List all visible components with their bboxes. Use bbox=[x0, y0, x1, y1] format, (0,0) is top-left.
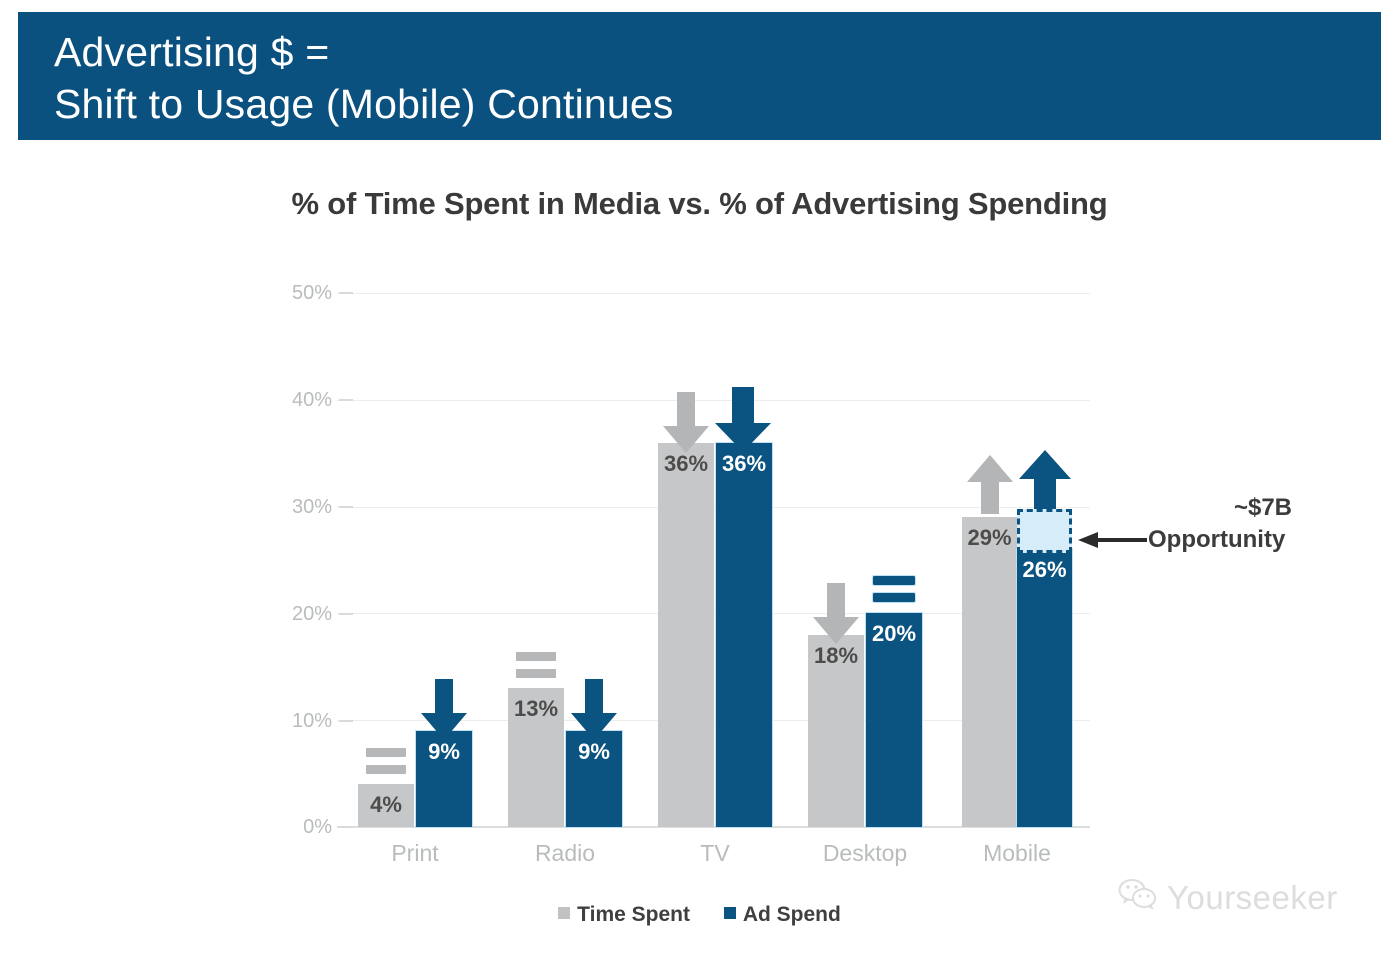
bar-label-radio-ad-spend: 9% bbox=[578, 739, 610, 764]
bar-label-mobile-ad-spend: 26% bbox=[1022, 557, 1067, 582]
y-tick-dash-40 bbox=[339, 399, 353, 401]
trend-equal-desktop-ad-spend bbox=[872, 575, 916, 603]
header-title-line-2: Shift to Usage (Mobile) Continues bbox=[54, 81, 674, 127]
x-axis-label-radio: Radio bbox=[534, 840, 596, 866]
arrow-left-icon bbox=[1078, 532, 1147, 548]
arrow-down-icon bbox=[571, 679, 617, 740]
wechat-icon-glyph bbox=[1118, 879, 1156, 910]
y-tick-dash-30 bbox=[339, 506, 353, 508]
bar-label-print-time-spent: 4% bbox=[370, 792, 402, 817]
wechat-icon bbox=[1118, 878, 1158, 917]
trend-down-arrow-print-ad-spend bbox=[420, 679, 468, 741]
axis-baseline bbox=[337, 826, 1090, 828]
arrow-down-icon bbox=[421, 679, 467, 740]
bar-label-desktop-ad-spend: 20% bbox=[871, 621, 917, 646]
trend-equal-print-time-spent bbox=[366, 748, 406, 774]
arrow-up-icon bbox=[1019, 450, 1071, 513]
bar-radio-ad-spend[interactable]: 9% bbox=[565, 730, 623, 828]
opportunity-callout: ~$7B Opportunity bbox=[1148, 492, 1378, 556]
bar-desktop-ad-spend[interactable]: 20% bbox=[865, 612, 923, 828]
bar-label-radio-time-spent: 13% bbox=[513, 696, 559, 721]
legend-item-ad-spend[interactable]: Ad Spend bbox=[723, 903, 841, 927]
y-tick-label-20: 20% bbox=[291, 603, 332, 625]
legend-item-time-spent[interactable]: Time Spent bbox=[558, 903, 690, 927]
y-tick-dash-10 bbox=[339, 720, 353, 722]
bar-tv-ad-spend[interactable]: 36% bbox=[715, 442, 773, 828]
opportunity-callout-arrow bbox=[1078, 532, 1148, 548]
bar-label-tv-ad-spend: 36% bbox=[721, 451, 767, 476]
arrow-down-icon bbox=[715, 387, 771, 452]
chart-legend: Time Spent Ad Spend bbox=[0, 903, 1399, 927]
trend-down-arrow-tv-time-spent bbox=[662, 392, 710, 454]
opportunity-gap-box[interactable] bbox=[1017, 509, 1072, 553]
watermark: Yourseeker bbox=[1118, 878, 1338, 917]
bar-label-mobile-time-spent: 29% bbox=[967, 525, 1012, 550]
trend-down-arrow-radio-ad-spend bbox=[570, 679, 618, 741]
trend-down-arrow-tv-ad-spend bbox=[714, 387, 772, 453]
bar-label-print-ad-spend: 9% bbox=[428, 739, 460, 764]
trend-down-arrow-desktop-time-spent bbox=[812, 583, 860, 645]
legend-swatch-time-spent bbox=[558, 907, 571, 920]
y-tick-label-50: 50% bbox=[291, 282, 332, 304]
legend-swatch-ad-spend bbox=[723, 907, 736, 920]
opportunity-callout-label: Opportunity bbox=[1148, 526, 1286, 553]
bar-print-ad-spend[interactable]: 9% bbox=[415, 730, 473, 828]
y-tick-label-30: 30% bbox=[291, 496, 332, 518]
bar-print-time-spent[interactable]: 4% bbox=[358, 784, 414, 827]
opportunity-callout-amount: ~$7B bbox=[1233, 494, 1293, 521]
legend-label-time-spent: Time Spent bbox=[577, 903, 690, 926]
slide-header-band: Advertising $ = Shift to Usage (Mobile) … bbox=[18, 12, 1381, 140]
header-title-line-1: Advertising $ = bbox=[54, 29, 330, 75]
bar-mobile-ad-spend[interactable]: 26% bbox=[1016, 548, 1073, 828]
x-axis-label-tv: TV bbox=[700, 840, 730, 866]
gridline-40 bbox=[337, 399, 1090, 401]
y-tick-dash-50 bbox=[339, 292, 353, 294]
x-axis-label-desktop: Desktop bbox=[822, 840, 908, 866]
arrow-down-icon bbox=[813, 583, 859, 644]
watermark-text: Yourseeker bbox=[1167, 878, 1338, 916]
bar-desktop-time-spent[interactable]: 18% bbox=[808, 635, 864, 827]
y-tick-dash-20 bbox=[339, 613, 353, 615]
bar-mobile-time-spent[interactable]: 29% bbox=[962, 517, 1017, 827]
arrow-down-icon bbox=[663, 392, 709, 453]
y-tick-label-0: 0% bbox=[303, 816, 332, 838]
x-axis-label-mobile: Mobile bbox=[983, 840, 1051, 866]
trend-up-arrow-mobile-time-spent bbox=[966, 455, 1014, 515]
legend-label-ad-spend: Ad Spend bbox=[742, 903, 841, 926]
x-axis-label-print: Print bbox=[391, 840, 439, 866]
y-tick-dash-0 bbox=[339, 826, 353, 828]
bar-radio-time-spent[interactable]: 13% bbox=[508, 688, 564, 827]
trend-up-arrow-mobile-ad-spend bbox=[1018, 450, 1072, 514]
gridline-50 bbox=[337, 293, 1090, 294]
arrow-up-icon bbox=[967, 455, 1013, 514]
bar-tv-time-spent[interactable]: 36% bbox=[658, 443, 714, 827]
bar-label-desktop-time-spent: 18% bbox=[813, 643, 859, 668]
chart-title: % of Time Spent in Media vs. % of Advert… bbox=[291, 186, 1108, 221]
bar-label-tv-time-spent: 36% bbox=[663, 451, 709, 476]
trend-equal-radio-time-spent bbox=[516, 652, 556, 678]
y-tick-label-10: 10% bbox=[291, 710, 332, 732]
y-tick-label-40: 40% bbox=[291, 389, 332, 411]
